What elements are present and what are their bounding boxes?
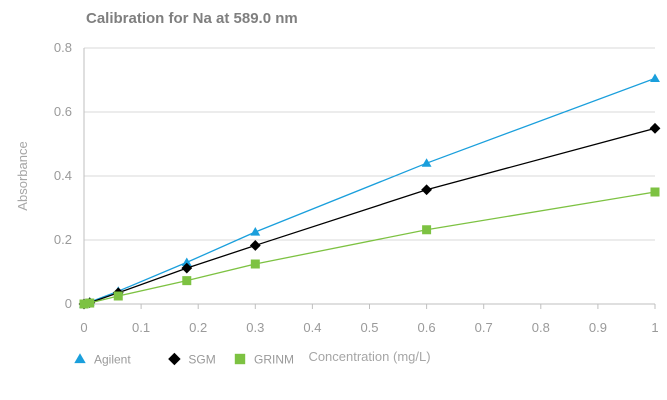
x-tick-label: 0.9 <box>589 320 607 335</box>
data-point-grinm <box>79 299 89 309</box>
x-tick-label: 0.6 <box>418 320 436 335</box>
data-point-sgm <box>649 122 661 134</box>
x-tick-label: 0.4 <box>303 320 321 335</box>
x-tick-label: 0.5 <box>360 320 378 335</box>
data-point-agilent <box>421 158 432 167</box>
y-tick-label: 0.6 <box>54 104 72 119</box>
data-point-sgm <box>181 262 193 274</box>
chart-title: Calibration for Na at 589.0 nm <box>86 10 298 27</box>
legend-marker-sgm <box>168 352 181 366</box>
legend-label-grinm: GRINM <box>254 353 294 367</box>
data-point-grinm <box>113 291 123 301</box>
y-tick-label: 0 <box>65 296 72 311</box>
x-tick-label: 0 <box>80 320 87 335</box>
data-point-sgm <box>421 184 432 196</box>
data-point-agilent <box>250 227 261 236</box>
data-point-grinm <box>250 259 260 269</box>
x-tick-label: 0.2 <box>189 320 207 335</box>
data-point-grinm <box>422 225 432 235</box>
legend-label-agilent: Agilent <box>94 353 131 367</box>
x-tick-label: 0.8 <box>532 320 550 335</box>
x-tick-label: 0.1 <box>132 320 150 335</box>
legend-marker-grinm <box>234 353 246 365</box>
x-tick-label: 0.7 <box>475 320 493 335</box>
x-axis-label: Concentration (mg/L) <box>308 349 430 364</box>
data-point-agilent <box>650 73 660 82</box>
y-tick-label: 0.2 <box>54 232 72 247</box>
data-point-grinm <box>650 187 660 197</box>
y-axis-label: Absorbance <box>15 141 30 210</box>
data-point-grinm <box>85 298 95 308</box>
legend-marker-agilent <box>74 353 86 364</box>
y-tick-label: 0.8 <box>54 40 72 55</box>
x-tick-label: 1 <box>651 320 658 335</box>
x-tick-label: 0.3 <box>246 320 264 335</box>
data-point-grinm <box>182 276 192 286</box>
data-point-agilent <box>181 257 192 266</box>
y-tick-label: 0.4 <box>54 168 72 183</box>
data-point-sgm <box>249 240 261 251</box>
legend-label-sgm: SGM <box>188 353 215 367</box>
series-line-sgm <box>83 127 656 305</box>
